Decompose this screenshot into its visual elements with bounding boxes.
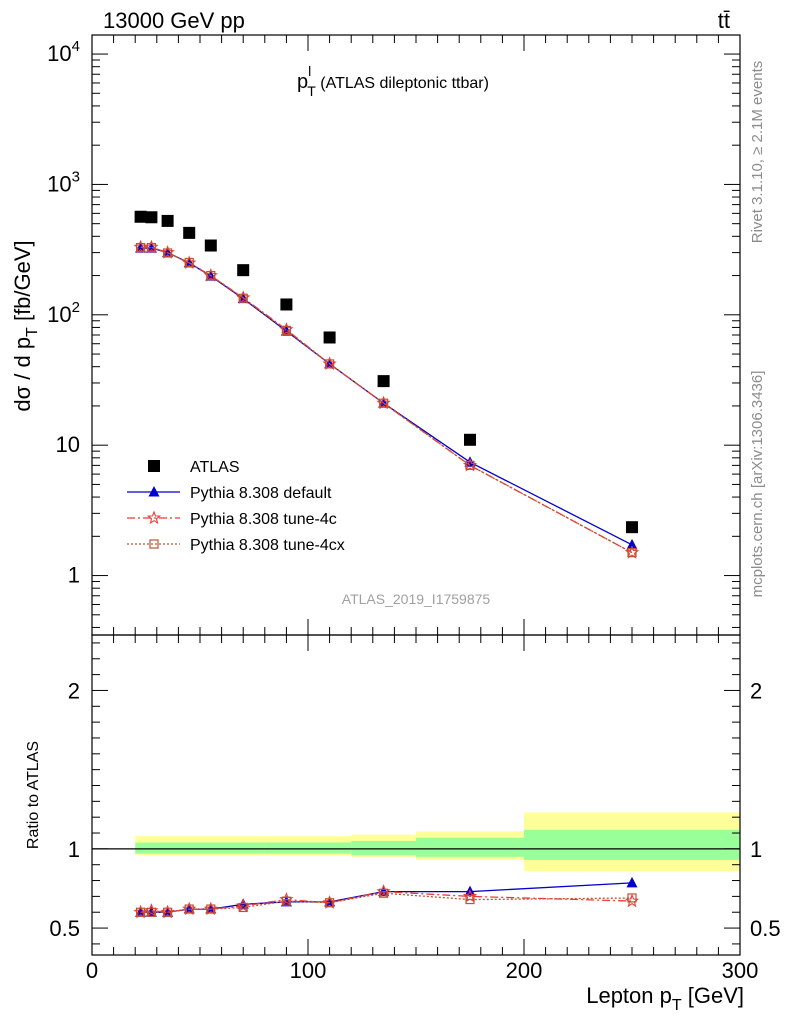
legend-marker-data — [148, 460, 160, 472]
y-tick-label: 10 — [56, 432, 80, 457]
data-point-tune4cx — [281, 325, 291, 335]
ratio-point-tune4cx — [465, 894, 475, 905]
data-point-data — [237, 264, 250, 277]
ratio-panel: 0 100 200 300 0.5 0.5 1 1 2 2 — [49, 634, 781, 983]
y-tick-label: 102 — [47, 299, 80, 327]
legend-label-tune4cx: Pythia 8.308 tune-4cx — [190, 537, 345, 554]
ratio-point-default — [626, 876, 638, 888]
legend-label-default: Pythia 8.308 default — [190, 485, 332, 502]
y-tick-label: 104 — [47, 38, 80, 66]
ratio-point-tune4cx — [136, 907, 146, 917]
legend-marker-tune4c — [146, 510, 162, 525]
uncertainty-band-inner — [416, 837, 524, 857]
data-point-tune4cx — [325, 359, 335, 369]
legend-label-data: ATLAS — [190, 459, 240, 476]
data-point-tune4cx — [146, 242, 156, 253]
data-point-tune4cx — [379, 398, 389, 408]
legend: ATLAS Pythia 8.308 default Pythia 8.308 tu… — [127, 459, 345, 554]
ratio-point-tune4cx — [325, 898, 335, 908]
analysis-id-label: ATLAS_2019_I1759875 — [342, 591, 491, 607]
data-point-data — [377, 375, 390, 388]
rivet-version-label: Rivet 3.1.10, ≥ 2.1M events — [749, 61, 766, 244]
uncertainty-band-inner — [524, 829, 740, 860]
data-point-data — [204, 239, 217, 252]
data-point-default — [626, 538, 638, 550]
data-point-data — [145, 211, 158, 224]
data-point-data — [161, 214, 174, 227]
data-point-tune4cx — [136, 242, 146, 253]
ratio-point-tune4cx — [281, 896, 291, 906]
main-panel: 1 10 102 103 104 — [47, 34, 741, 955]
mcplots-label: mcplots.cern.ch [arXiv:1306.3436] — [749, 371, 766, 598]
x-tick-label: 100 — [290, 958, 327, 983]
plot-title: pl T (ATLAS dileptonic ttbar) — [297, 63, 489, 99]
legend-label-tune4c: Pythia 8.308 tune-4c — [190, 511, 337, 528]
ratio-plot-frame — [91, 634, 741, 956]
ratio-y-tick-label: 2 — [68, 678, 80, 703]
ratio-y-tick-label: 1 — [68, 837, 80, 862]
uncertainty-band-inner — [135, 842, 265, 854]
ratio-point-tune4cx — [379, 888, 389, 898]
ratio-point-tune4cx — [146, 907, 156, 917]
data-point-data — [134, 210, 147, 223]
ratio-point-tune4cx — [238, 902, 248, 913]
uncertainty-band-inner — [264, 842, 352, 854]
x-tick-label: 300 — [722, 958, 759, 983]
ratio-line-tune4cx — [140, 892, 633, 913]
x-axis-label: Lepton pT [GeV] — [586, 983, 744, 1014]
data-point-tune4cx — [238, 293, 248, 303]
header-process-label: tt̄ — [718, 8, 730, 33]
data-point-data — [183, 226, 196, 239]
main-y-axis-label: dσ / d pT [fb/GeV] — [10, 240, 41, 411]
ratio-point-tune4c — [462, 888, 478, 903]
data-point-data — [323, 331, 336, 344]
ratio-point-tune4cx — [206, 904, 216, 914]
data-point-tune4cx — [465, 460, 475, 470]
ratio-y-tick-label-right: 0.5 — [750, 916, 781, 941]
header-energy-label: 13000 GeV pp — [103, 8, 245, 33]
ratio-point-tune4cx — [627, 893, 637, 903]
data-point-tune4cx — [163, 248, 173, 258]
data-point-tune4cx — [206, 270, 216, 281]
data-point-tune4cx — [627, 547, 637, 558]
uncertainty-band-inner — [351, 840, 416, 856]
data-point-data — [464, 433, 476, 446]
ratio-point-tune4cx — [184, 904, 194, 914]
y-tick-label: 103 — [47, 168, 80, 196]
ratio-point-tune4cx — [163, 907, 173, 917]
x-tick-label: 200 — [506, 958, 543, 983]
y-tick-label: 1 — [68, 563, 80, 588]
legend-marker-tune4cx — [149, 539, 159, 549]
ratio-y-tick-label-right: 1 — [750, 837, 762, 862]
x-tick-label: 0 — [86, 958, 98, 983]
data-point-data — [626, 521, 638, 534]
legend-marker-default — [148, 486, 160, 497]
ratio-y-axis-label: Ratio to ATLAS — [25, 741, 42, 849]
series-line-tune4cx — [140, 246, 633, 554]
data-point-data — [280, 298, 293, 311]
data-point-tune4cx — [184, 257, 194, 268]
ratio-y-tick-label: 0.5 — [49, 916, 80, 941]
ratio-y-tick-label-right: 2 — [750, 678, 762, 703]
